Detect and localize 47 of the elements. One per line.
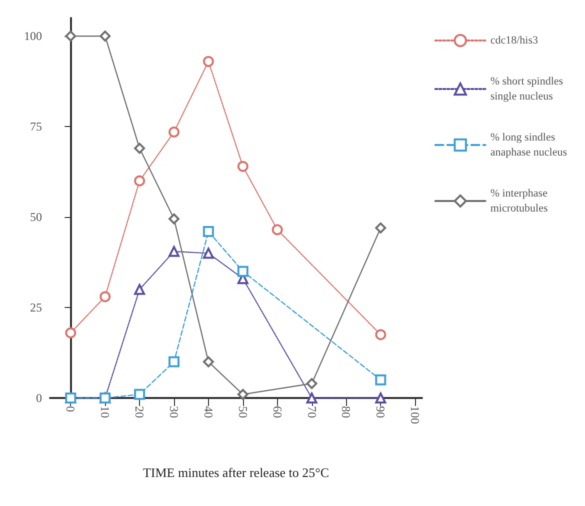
x-tick-label: 100 [408,406,422,424]
y-tick-label: 25 [30,300,42,315]
x-tick-label: 40 [201,406,216,418]
x-tick-label: 0 [64,406,78,412]
point [237,266,248,277]
x-axis-title: TIME minutes after release to 25°C [142,465,330,480]
point [134,142,146,154]
legend-label: % short spindles single nucleus [490,76,564,102]
x-tick-label: 70 [304,406,319,418]
point [375,374,386,386]
point [134,388,146,400]
x-tick-label: 90 [374,406,388,418]
x-tick-label: 60 [270,406,284,418]
y-tick-label: 75 [30,120,42,134]
point [168,213,180,224]
point [375,329,386,340]
point [100,291,111,302]
point [272,224,283,236]
point [237,160,248,172]
point [168,356,180,368]
point [65,30,76,42]
x-tick-label: 50 [236,406,250,418]
legend-label: % interphase microtubules [490,188,548,214]
y-tick-label: 100 [24,29,42,44]
point [202,356,214,368]
x-tick-label: 80 [339,406,354,418]
legend-label: % long sindles anaphase nucleus [490,132,568,158]
x-tick-label: 10 [98,406,112,418]
point [202,56,214,67]
legend-label: cdc18/his3 [490,34,538,46]
point [306,392,318,404]
point [168,126,180,138]
x-tick-label: 20 [132,406,147,418]
point [134,284,146,295]
point [134,175,146,186]
point [100,30,111,42]
point [375,392,386,404]
point [168,246,180,257]
x-tick-label: 30 [167,406,181,418]
y-tick-label: 0 [36,391,42,405]
point [202,248,214,259]
point [202,226,214,238]
point [375,222,386,234]
point [237,388,248,400]
y-tick-label: 50 [30,210,42,224]
point [65,327,76,338]
point [306,378,318,390]
